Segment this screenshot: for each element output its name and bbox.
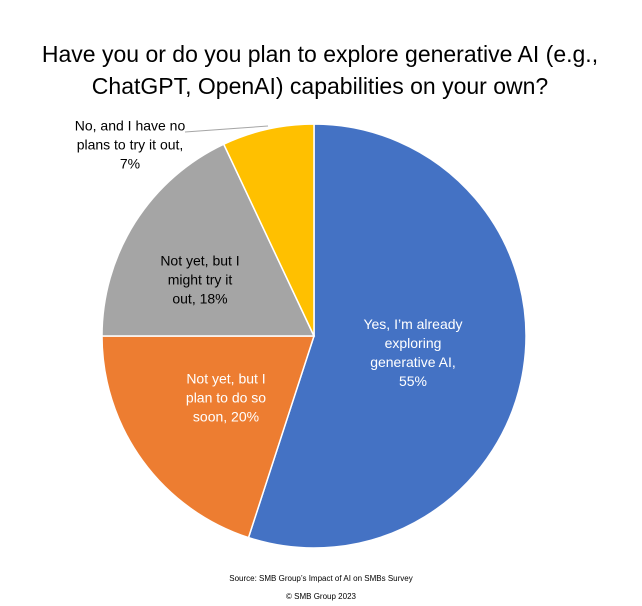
pie-slice <box>247 123 527 549</box>
pie-slice <box>101 335 316 539</box>
pie-slice <box>101 143 316 337</box>
pie-slice <box>222 123 315 337</box>
data-label: Not yet, but I might try it out, 18% <box>160 252 240 307</box>
leader-line <box>184 125 269 133</box>
copyright: © SMB Group 2023 <box>286 592 356 601</box>
data-label: No, and I have no plans to try it out, 7… <box>74 117 186 172</box>
data-label: Not yet, but I plan to do so soon, 20% <box>185 370 267 425</box>
chart-title: Have you or do you plan to explore gener… <box>41 41 599 99</box>
source: Source: SMB Group’s Impact of AI on SMBs… <box>229 574 413 583</box>
data-label: Yes, I’m already exploring generative AI… <box>363 316 463 389</box>
